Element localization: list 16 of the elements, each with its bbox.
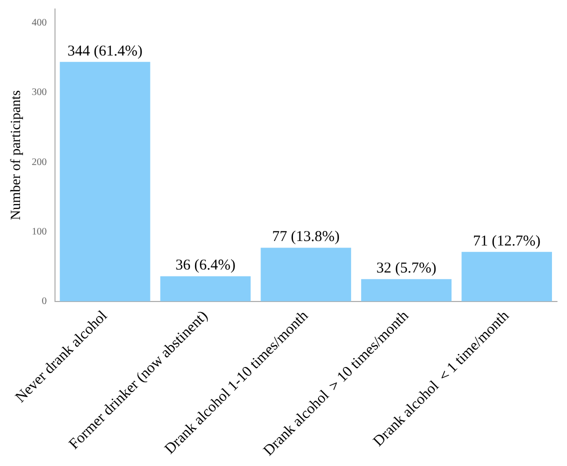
y-tick-label: 0: [42, 296, 47, 307]
data-label: 344 (61.4%): [68, 43, 143, 60]
bar: [160, 276, 251, 302]
bar: [260, 248, 352, 302]
y-tick-label: 400: [32, 18, 47, 29]
data-label: 32 (5.7%): [376, 260, 436, 277]
y-tick-label: 300: [32, 87, 47, 98]
bar: [462, 252, 552, 302]
data-label: 77 (13.8%): [272, 229, 340, 246]
y-tick-label: 200: [32, 156, 47, 168]
y-tick-label: 100: [32, 226, 47, 238]
bar: [60, 62, 150, 302]
data-label: 36 (6.4%): [175, 258, 236, 274]
bar: [361, 279, 452, 302]
data-label: 71 (12.7%): [473, 233, 541, 250]
y-axis-title: Number of participants: [9, 90, 24, 220]
